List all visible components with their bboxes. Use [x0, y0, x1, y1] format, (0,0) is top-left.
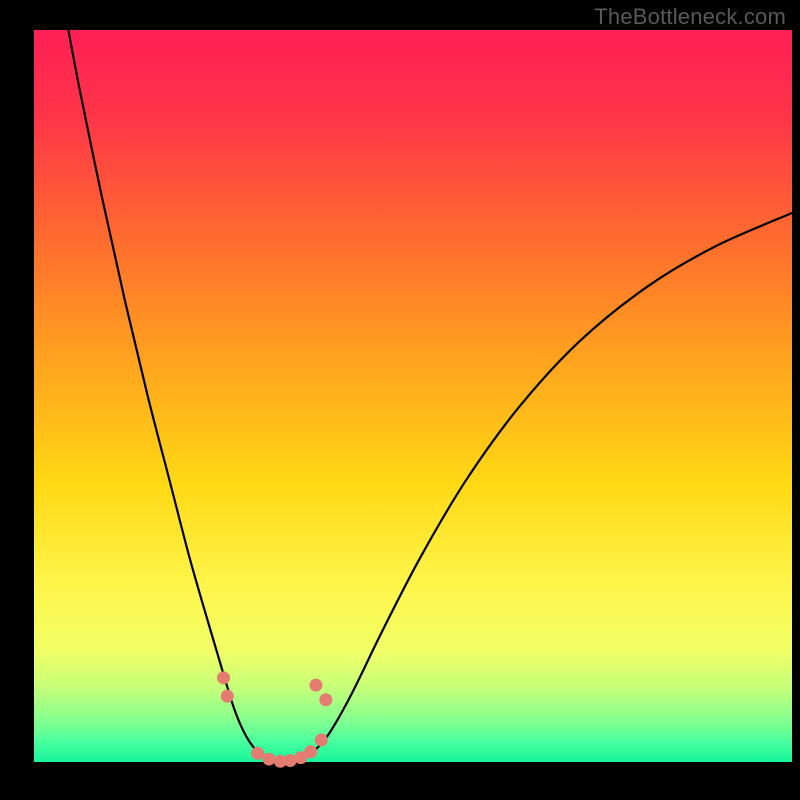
data-marker [315, 734, 328, 747]
data-marker [251, 747, 264, 760]
chart-svg [34, 30, 792, 762]
data-marker [262, 753, 275, 766]
data-marker [217, 671, 230, 684]
plot-area [34, 30, 792, 762]
outer-frame: TheBottleneck.com [0, 0, 800, 800]
data-marker [319, 693, 332, 706]
data-marker [309, 679, 322, 692]
watermark-text: TheBottleneck.com [594, 4, 786, 30]
data-marker [221, 690, 234, 703]
data-marker [304, 745, 317, 758]
